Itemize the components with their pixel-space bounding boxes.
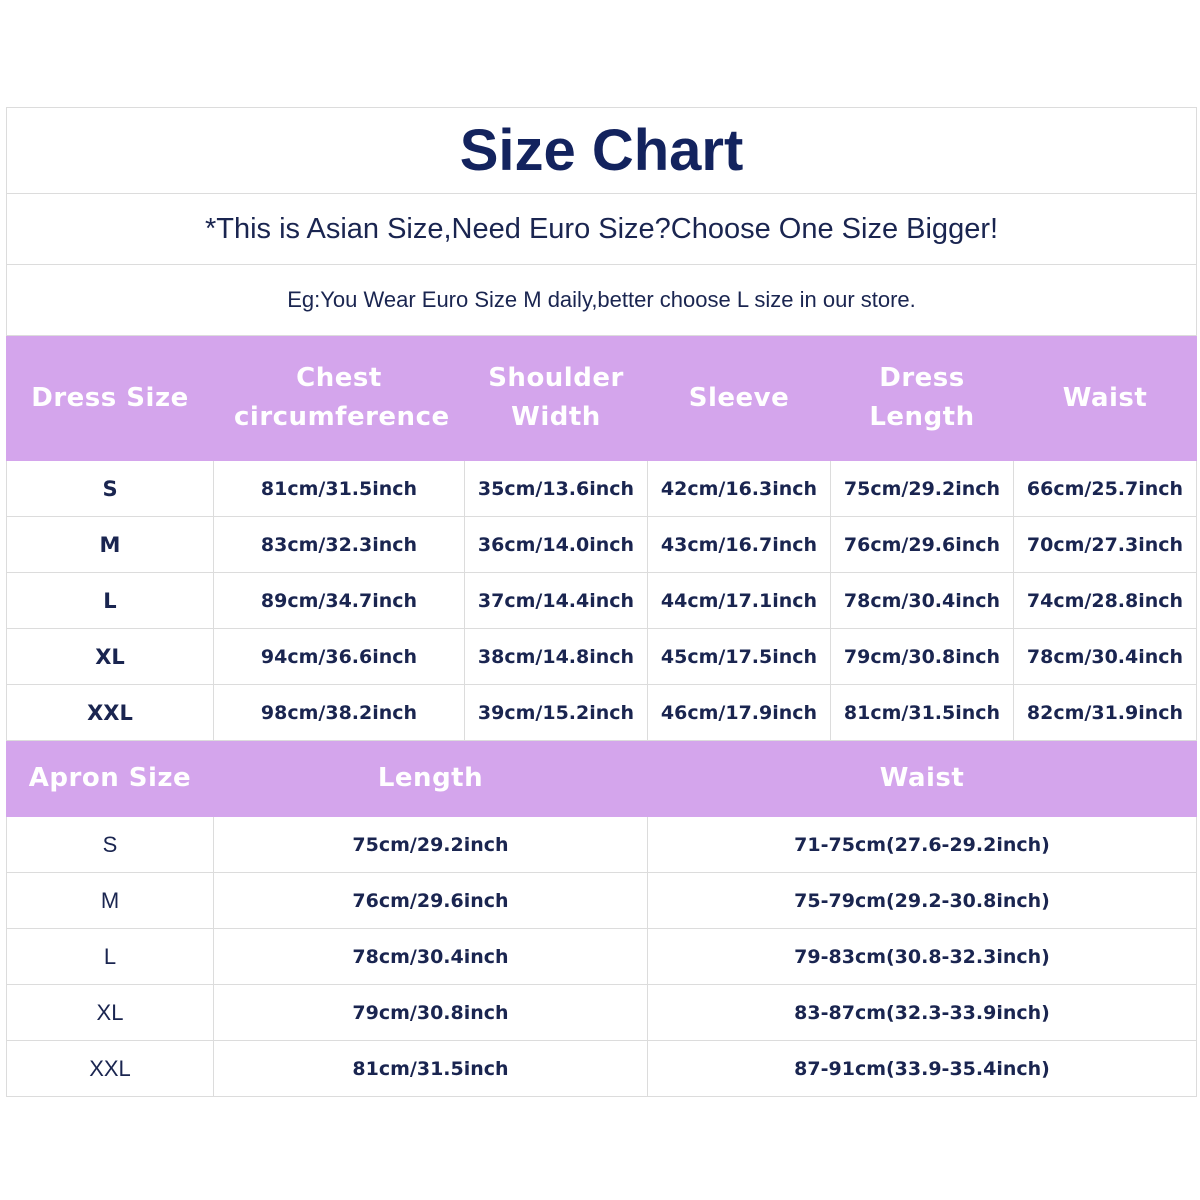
dress-value-cell: 70cm/27.3inch bbox=[1012, 516, 1198, 573]
dress-value-cell: 74cm/28.8inch bbox=[1012, 572, 1198, 629]
apron-table-row: S 75cm/29.2inch 71-75cm(27.6-29.2inch) bbox=[6, 816, 1198, 873]
dress-header-cell: Chest circumference bbox=[213, 335, 465, 461]
dress-value-cell: 38cm/14.8inch bbox=[464, 628, 648, 685]
dress-value-cell: 79cm/30.8inch bbox=[830, 628, 1014, 685]
dress-value-cell: 81cm/31.5inch bbox=[830, 684, 1014, 741]
dress-value-cell: 78cm/30.4inch bbox=[830, 572, 1014, 629]
dress-value-cell: 66cm/25.7inch bbox=[1012, 460, 1198, 517]
apron-table-row: L 78cm/30.4inch 79-83cm(30.8-32.3inch) bbox=[6, 928, 1198, 985]
apron-table-row: XL 79cm/30.8inch 83-87cm(32.3-33.9inch) bbox=[6, 984, 1198, 1041]
dress-value-cell: 83cm/32.3inch bbox=[213, 516, 465, 573]
dress-size-cell: L bbox=[6, 572, 214, 629]
size-example-note: Eg:You Wear Euro Size M daily,better cho… bbox=[5, 264, 1198, 336]
apron-size-cell: XL bbox=[6, 984, 214, 1041]
dress-value-cell: 36cm/14.0inch bbox=[464, 516, 648, 573]
dress-value-cell: 98cm/38.2inch bbox=[213, 684, 465, 741]
dress-header-cell: Dress Length bbox=[830, 335, 1014, 461]
dress-value-cell: 43cm/16.7inch bbox=[647, 516, 831, 573]
apron-value-cell: 76cm/29.6inch bbox=[213, 872, 648, 929]
apron-header-cell: Apron Size bbox=[6, 740, 214, 817]
apron-table-row: M 76cm/29.6inch 75-79cm(29.2-30.8inch) bbox=[6, 872, 1198, 929]
apron-value-cell: 79cm/30.8inch bbox=[213, 984, 648, 1041]
apron-size-cell: XXL bbox=[6, 1040, 214, 1097]
dress-header-cell: Shoulder Width bbox=[464, 335, 648, 461]
apron-value-cell: 87-91cm(33.9-35.4inch) bbox=[646, 1040, 1198, 1097]
apron-value-cell: 71-75cm(27.6-29.2inch) bbox=[646, 816, 1198, 873]
dress-value-cell: 82cm/31.9inch bbox=[1012, 684, 1198, 741]
dress-value-cell: 42cm/16.3inch bbox=[647, 460, 831, 517]
apron-size-cell: M bbox=[6, 872, 214, 929]
dress-value-cell: 78cm/30.4inch bbox=[1012, 628, 1198, 685]
dress-table-row: L 89cm/34.7inch 37cm/14.4inch 44cm/17.1inch… bbox=[6, 572, 1198, 629]
dress-size-cell: S bbox=[6, 460, 214, 517]
dress-header-cell: Sleeve bbox=[647, 335, 831, 461]
apron-size-cell: S bbox=[6, 816, 214, 873]
dress-value-cell: 44cm/17.1inch bbox=[647, 572, 831, 629]
dress-size-cell: M bbox=[6, 516, 214, 573]
dress-header-cell: Waist bbox=[1012, 335, 1198, 461]
apron-size-cell: L bbox=[6, 928, 214, 985]
dress-value-cell: 94cm/36.6inch bbox=[213, 628, 465, 685]
apron-header-cell: Waist bbox=[646, 740, 1198, 817]
dress-value-cell: 81cm/31.5inch bbox=[213, 460, 465, 517]
dress-header-row: Dress Size Chest circumference Shoulder Wi… bbox=[6, 335, 1198, 461]
apron-value-cell: 81cm/31.5inch bbox=[213, 1040, 648, 1097]
dress-size-cell: XL bbox=[6, 628, 214, 685]
dress-header-cell: Dress Size bbox=[6, 335, 214, 461]
dress-value-cell: 75cm/29.2inch bbox=[830, 460, 1014, 517]
asian-size-notice: *This is Asian Size,Need Euro Size?Choos… bbox=[5, 193, 1198, 265]
size-chart-table: Size Chart *This is Asian Size,Need Euro… bbox=[5, 107, 1198, 1097]
dress-table-row: S 81cm/31.5inch 35cm/13.6inch 42cm/16.3inch… bbox=[6, 460, 1198, 517]
apron-value-cell: 75cm/29.2inch bbox=[213, 816, 648, 873]
dress-table-row: XL 94cm/36.6inch 38cm/14.8inch 45cm/17.5inc… bbox=[6, 628, 1198, 685]
apron-value-cell: 79-83cm(30.8-32.3inch) bbox=[646, 928, 1198, 985]
dress-table-row: M 83cm/32.3inch 36cm/14.0inch 43cm/16.7inch… bbox=[6, 516, 1198, 573]
dress-value-cell: 76cm/29.6inch bbox=[830, 516, 1014, 573]
apron-value-cell: 75-79cm(29.2-30.8inch) bbox=[646, 872, 1198, 929]
dress-value-cell: 39cm/15.2inch bbox=[464, 684, 648, 741]
apron-table-row: XXL 81cm/31.5inch 87-91cm(33.9-35.4inch) bbox=[6, 1040, 1198, 1097]
dress-size-cell: XXL bbox=[6, 684, 214, 741]
apron-value-cell: 78cm/30.4inch bbox=[213, 928, 648, 985]
dress-value-cell: 37cm/14.4inch bbox=[464, 572, 648, 629]
dress-value-cell: 35cm/13.6inch bbox=[464, 460, 648, 517]
dress-value-cell: 45cm/17.5inch bbox=[647, 628, 831, 685]
dress-table-row: XXL 98cm/38.2inch 39cm/15.2inch 46cm/17.9in… bbox=[6, 684, 1198, 741]
dress-value-cell: 46cm/17.9inch bbox=[647, 684, 831, 741]
apron-header-cell: Length bbox=[213, 740, 648, 817]
apron-header-row: Apron Size Length Waist bbox=[6, 740, 1198, 817]
page-title: Size Chart bbox=[5, 107, 1198, 194]
dress-value-cell: 89cm/34.7inch bbox=[213, 572, 465, 629]
apron-value-cell: 83-87cm(32.3-33.9inch) bbox=[646, 984, 1198, 1041]
